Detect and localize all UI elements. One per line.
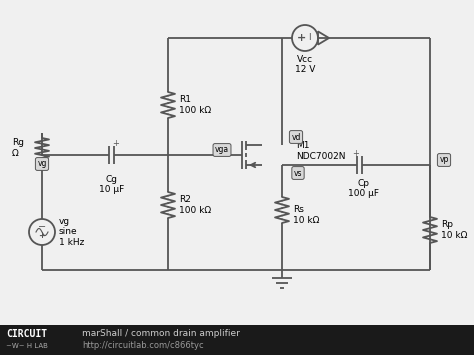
- Text: Rg
Ω: Rg Ω: [12, 138, 24, 158]
- Text: +: +: [112, 138, 119, 147]
- Text: vd: vd: [292, 132, 301, 142]
- Bar: [0, 325, 474, 355]
- Text: Vcc
12 V: Vcc 12 V: [295, 55, 315, 75]
- Text: vga: vga: [215, 146, 229, 154]
- Text: Rp
10 kΩ: Rp 10 kΩ: [441, 220, 467, 240]
- Text: ~W~ H LAB: ~W~ H LAB: [6, 343, 48, 349]
- Text: marShall / common drain amplifier: marShall / common drain amplifier: [82, 329, 240, 339]
- Text: +: +: [297, 33, 307, 43]
- Text: −: −: [38, 222, 46, 232]
- Text: Cg
10 μF: Cg 10 μF: [100, 175, 125, 195]
- Text: http://circuitlab.com/c866tyc: http://circuitlab.com/c866tyc: [82, 340, 204, 350]
- Text: R2
100 kΩ: R2 100 kΩ: [179, 195, 211, 215]
- Text: +: +: [353, 148, 359, 158]
- Text: vs: vs: [294, 169, 302, 178]
- Text: CIRCUIT: CIRCUIT: [6, 329, 47, 339]
- Text: I: I: [308, 33, 310, 43]
- Text: Rs
10 kΩ: Rs 10 kΩ: [293, 205, 319, 225]
- Text: M1
NDC7002N: M1 NDC7002N: [296, 141, 346, 161]
- Text: +: +: [38, 231, 46, 240]
- Text: vg
sine
1 kHz: vg sine 1 kHz: [59, 217, 84, 247]
- Text: vg: vg: [37, 159, 46, 169]
- Text: R1
100 kΩ: R1 100 kΩ: [179, 95, 211, 115]
- Text: vp: vp: [439, 155, 449, 164]
- Text: Cp
100 μF: Cp 100 μF: [348, 179, 380, 198]
